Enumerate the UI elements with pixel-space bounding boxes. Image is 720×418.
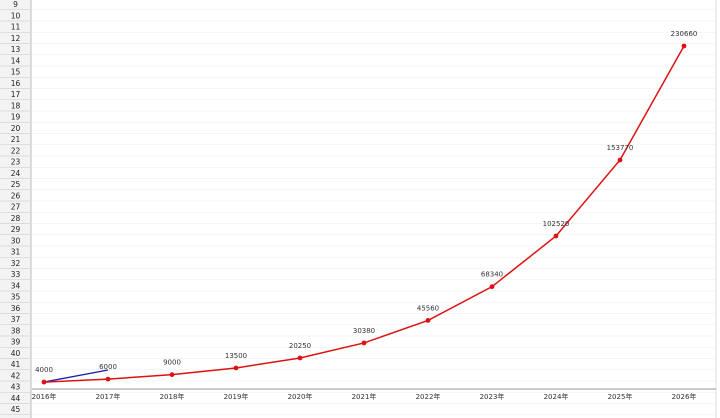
x-tick-label: 2019年 [224,392,249,401]
x-tick-label: 2017年 [96,392,121,401]
data-label: 13500 [225,352,247,360]
row-number: 13 [11,45,21,54]
row-number: 41 [11,360,21,369]
row-number: 19 [11,113,21,122]
row-number: 44 [11,394,21,403]
row-number: 9 [13,0,18,9]
row-number: 24 [11,169,21,178]
data-label: 68340 [481,271,503,279]
row-number: 43 [11,383,21,392]
x-tick-label: 2026年 [672,392,697,401]
row-number: 37 [11,315,21,324]
data-point [233,365,239,371]
data-point [489,284,495,290]
x-tick-label: 2020年 [288,392,313,401]
row-number: 12 [11,34,21,43]
x-tick-label: 2023年 [480,392,505,401]
data-point [41,379,47,385]
row-number: 10 [11,11,21,20]
row-number: 27 [11,203,21,212]
row-number: 36 [11,304,21,313]
data-label: 153770 [607,144,634,152]
row-number: 25 [11,180,21,189]
data-point [297,355,303,361]
row-number: 14 [11,56,21,65]
row-number: 29 [11,225,21,234]
row-number: 15 [11,68,21,77]
x-tick-label: 2025年 [608,392,633,401]
row-number: 23 [11,158,21,167]
row-number: 42 [11,371,21,380]
row-number: 32 [11,259,21,268]
x-tick-label: 2021年 [352,392,377,401]
row-number: 18 [11,101,21,110]
data-point [105,376,111,382]
row-number: 45 [11,405,21,414]
data-point [681,43,687,49]
data-point [169,372,175,378]
data-label: 9000 [163,359,181,367]
data-label: 230660 [671,30,698,38]
row-number: 21 [11,135,21,144]
row-number: 16 [11,79,21,88]
row-number: 11 [11,23,21,32]
x-tick-label: 2016年 [32,392,57,401]
row-number: 38 [11,326,21,335]
row-number: 35 [11,293,21,302]
data-point [425,318,431,323]
row-number: 40 [11,349,21,358]
data-point [361,340,367,346]
data-label: 30380 [353,327,375,335]
row-number: 30 [11,236,21,245]
data-label: 102520 [543,220,570,228]
data-point [617,157,623,163]
data-label: 45560 [417,304,439,312]
x-tick-label: 2022年 [416,392,441,401]
row-number: 26 [11,191,21,200]
row-number: 33 [11,270,21,279]
x-tick-label: 2024年 [544,392,569,401]
row-number: 39 [11,338,21,347]
row-number: 34 [11,281,21,290]
row-number: 17 [11,90,21,99]
connector-line [43,369,109,383]
row-number: 31 [11,248,21,257]
data-point [553,233,559,239]
data-label: 4000 [35,366,53,374]
data-label: 6000 [99,363,117,371]
data-label: 20250 [289,342,311,350]
x-tick-label: 2018年 [160,392,185,401]
row-number: 28 [11,214,21,223]
row-header-column [0,0,31,418]
row-number: 22 [11,146,21,155]
row-number: 20 [11,124,21,133]
